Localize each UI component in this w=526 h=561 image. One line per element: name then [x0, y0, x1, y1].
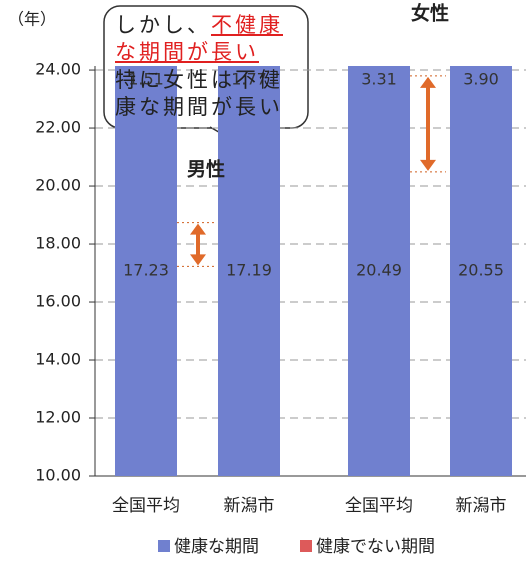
- group-label: 女性: [411, 2, 449, 25]
- legend-swatch: [300, 540, 312, 552]
- value-label: 1.77: [231, 70, 267, 89]
- y-tick-label: 16.00: [35, 292, 81, 311]
- bar-segment: [348, 66, 410, 476]
- arrow-head: [420, 76, 436, 171]
- y-tick-label: 10.00: [35, 466, 81, 485]
- callout-highlight: 不健康な期間が長い: [115, 13, 283, 64]
- bar-segment: [450, 66, 512, 476]
- legend-swatch: [158, 540, 170, 552]
- y-tick-label: 24.00: [35, 60, 81, 79]
- callout-lead: しかし、: [115, 13, 211, 37]
- x-tick-label: 全国平均: [345, 496, 413, 516]
- value-label: 20.49: [356, 261, 402, 280]
- value-label: 17.19: [226, 261, 272, 280]
- value-label: 1.51: [128, 70, 164, 89]
- callout-headline: しかし、不健康な期間が長い: [115, 12, 297, 66]
- y-unit: （年）: [8, 10, 56, 29]
- x-tick-label: 全国平均: [112, 496, 180, 516]
- y-tick-label: 18.00: [35, 234, 81, 253]
- bar-segment: [218, 66, 280, 476]
- value-label: 3.31: [361, 70, 397, 89]
- y-tick-label: 20.00: [35, 176, 81, 195]
- arrow-head: [190, 223, 206, 266]
- x-tick-label: 新潟市: [224, 496, 275, 516]
- y-tick-label: 12.00: [35, 408, 81, 427]
- legend-label: 健康な期間: [174, 537, 259, 557]
- value-label: 20.55: [458, 261, 504, 280]
- value-label: 17.23: [123, 261, 169, 280]
- bars: [115, 66, 512, 476]
- y-tick-label: 14.00: [35, 350, 81, 369]
- legend-label: 健康でない期間: [316, 537, 435, 557]
- y-tick-label: 22.00: [35, 118, 81, 137]
- callout-body: 特に女性は不健康な期間が長い: [115, 68, 283, 119]
- x-tick-label: 新潟市: [456, 496, 507, 516]
- bar-segment: [115, 66, 177, 476]
- group-label: 男性: [187, 158, 225, 181]
- value-label: 3.90: [463, 70, 499, 89]
